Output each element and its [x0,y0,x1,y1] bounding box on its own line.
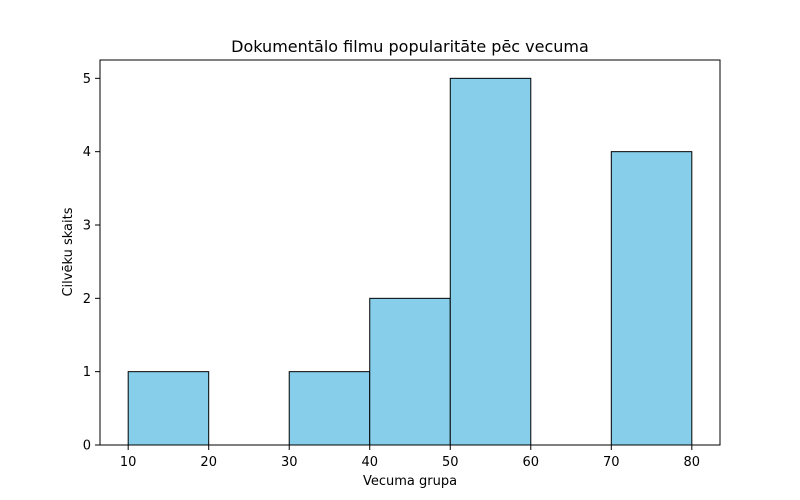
x-tick-label: 20 [200,455,217,470]
x-tick-label: 80 [684,455,701,470]
x-tick-label: 60 [523,455,540,470]
histogram-bar-50-60 [449,77,532,446]
plot-frame [99,59,721,446]
x-tick-label: 30 [281,455,298,470]
y-axis-ticks: 0 1 2 3 4 5 [83,72,100,454]
y-axis-label: Cilvēku skaits [61,207,76,296]
y-tick-label: 5 [83,72,91,87]
histogram-bar-70-80 [610,151,693,446]
histogram-bar-40-50 [369,297,451,446]
y-tick-label: 3 [83,219,91,234]
chart-title: Dokumentālo filmu popularitāte pēc vecum… [231,37,589,56]
y-tick-label: 4 [83,145,91,160]
bars-group [127,77,693,446]
x-axis-label: Vecuma grupa [363,474,457,489]
x-tick-label: 50 [442,455,459,470]
x-tick-label: 10 [120,455,137,470]
histogram-bar-30-40 [288,371,371,446]
y-tick-label: 2 [83,292,91,307]
y-tick-label: 1 [83,365,91,380]
histogram-bar-10-20 [127,371,210,446]
x-tick-label: 70 [603,455,620,470]
x-tick-label: 40 [361,455,378,470]
x-axis-ticks: 10 20 30 40 50 60 70 80 [120,445,700,470]
y-tick-label: 0 [83,439,91,454]
